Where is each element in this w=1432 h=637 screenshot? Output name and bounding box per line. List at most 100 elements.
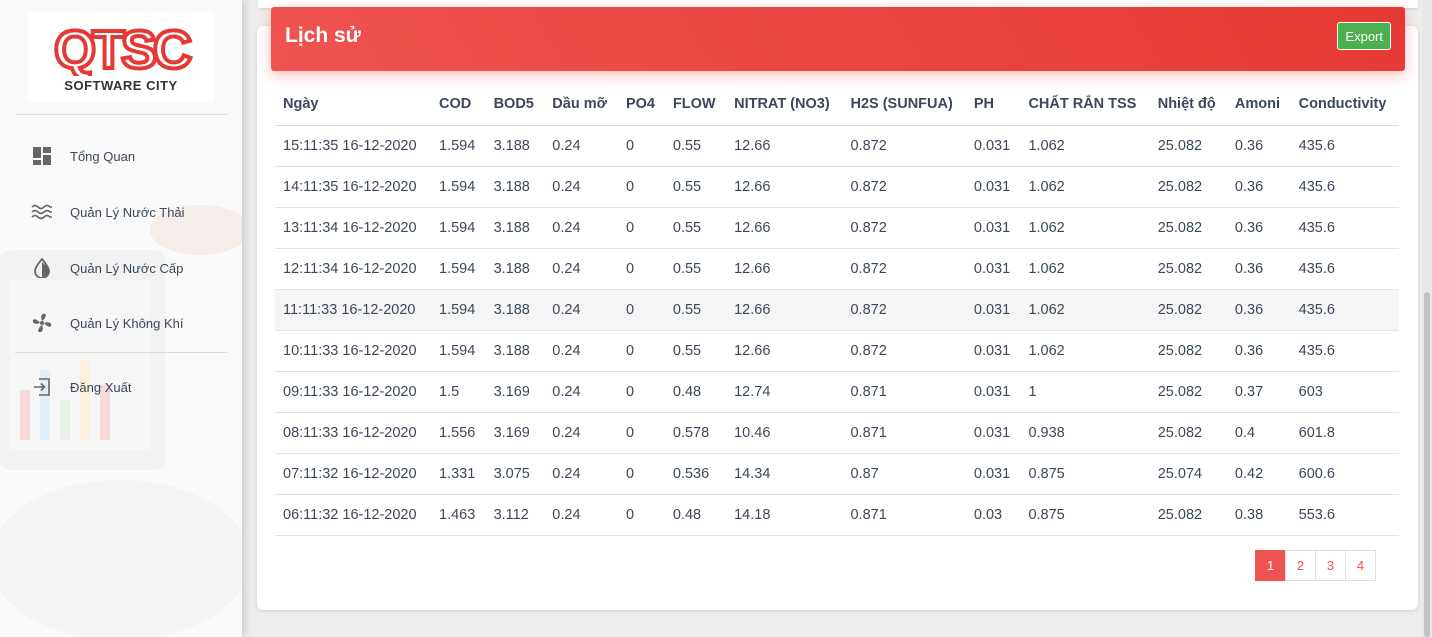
table-cell: 1.062 [1020,289,1150,331]
table-cell: 0.03 [965,494,1021,536]
previous-card-edge [258,0,1418,8]
table-cell: 0.24 [544,371,618,413]
brand-logo[interactable]: QTSC SOFTWARE CITY [28,12,214,102]
column-header: COD [431,84,486,126]
qtsc-logo-icon: QTSC [52,22,197,76]
table-cell: 3.169 [485,371,545,413]
table-cell: 3.075 [485,453,545,495]
table-cell: 0.42 [1226,453,1291,495]
table-cell: 1.594 [431,125,486,167]
table-cell: 0.031 [965,371,1021,413]
table-cell: 25.082 [1149,330,1227,372]
table-cell: 435.6 [1290,207,1399,249]
table-cell: 0 [617,248,665,290]
table-cell: 3.188 [485,248,545,290]
table-cell: 0.24 [544,289,618,331]
export-button[interactable]: Export [1337,22,1391,50]
table-cell: 25.082 [1149,248,1227,290]
column-header: FLOW [664,84,727,126]
table-cell: 0.87 [842,453,966,495]
table-cell: 0.24 [544,207,618,249]
table-cell: 0.36 [1226,166,1291,208]
table-cell: 0 [617,207,665,249]
table-cell: 435.6 [1290,330,1399,372]
table-cell: 0.36 [1226,248,1291,290]
table-cell: 12:11:34 16-12-2020 [275,248,432,290]
card-title: Lịch sử [285,24,361,47]
table-cell: 0.872 [842,248,966,290]
table-cell: 1.062 [1020,330,1150,372]
table-cell: 12.66 [726,125,843,167]
sidebar: QTSC SOFTWARE CITY Tổng Quan Quản Lý Nướ… [0,0,242,637]
table-cell: 1.062 [1020,248,1150,290]
table-cell: 0.872 [842,125,966,167]
table-cell: 10.46 [726,412,843,454]
table-cell: 1.5 [431,371,486,413]
table-cell: 0.938 [1020,412,1150,454]
table-cell: 601.8 [1290,412,1399,454]
table-cell: 0.37 [1226,371,1291,413]
sidebar-item-dang-xuat[interactable]: Đăng Xuất [22,367,222,407]
sidebar-item-label: Quản Lý Nước Thải [70,204,185,220]
sidebar-item-label: Đăng Xuất [70,379,132,395]
table-cell: 0.871 [842,494,966,536]
scrollbar-thumb[interactable] [1424,292,1430,637]
table-cell: 3.188 [485,125,545,167]
table-cell: 25.074 [1149,453,1227,495]
scrollbar[interactable] [1422,0,1432,637]
table-cell: 0.24 [544,248,618,290]
sidebar-item-quan-ly-khong-khi[interactable]: Quản Lý Không Khí [22,303,222,343]
table-cell: 0.031 [965,125,1021,167]
table-cell: 12.66 [726,289,843,331]
table-cell: 0.872 [842,166,966,208]
column-header: Amoni [1226,84,1291,126]
table-cell: 13:11:34 16-12-2020 [275,207,432,249]
table-cell: 10:11:33 16-12-2020 [275,330,432,372]
sidebar-item-label: Tổng Quan [70,148,136,164]
table-cell: 1.594 [431,289,486,331]
column-header: PH [965,84,1021,126]
table-row: 07:11:32 16-12-2020 1.331 3.075 0.24 0 0.536 1… [275,453,1399,495]
table-cell: 1.556 [431,412,486,454]
divider [15,114,227,115]
fan-icon [22,312,62,334]
table-cell: 0.24 [544,494,618,536]
page-button-3[interactable]: 3 [1315,550,1346,581]
sidebar-item-tong-quan[interactable]: Tổng Quan [22,136,222,176]
column-header: Ngày [275,84,432,126]
table-cell: 14.18 [726,494,843,536]
table-cell: 0.24 [544,125,618,167]
column-header: CHẤT RẮN TSS [1020,84,1150,126]
table-row: 10:11:33 16-12-2020 1.594 3.188 0.24 0 0.55 12… [275,330,1399,372]
table-cell: 12.66 [726,207,843,249]
table-cell: 0.871 [842,412,966,454]
table-cell: 14.34 [726,453,843,495]
table-cell: 0.24 [544,453,618,495]
table-cell: 25.082 [1149,166,1227,208]
table-body: 15:11:35 16-12-2020 1.594 3.188 0.24 0 0.55 12… [275,125,1399,536]
table-cell: 553.6 [1290,494,1399,536]
page-button-1[interactable]: 1 [1255,550,1286,581]
page-button-4[interactable]: 4 [1345,550,1376,581]
logout-icon [22,377,62,397]
table-row: 15:11:35 16-12-2020 1.594 3.188 0.24 0 0.55 12… [275,125,1399,167]
waves-icon [22,203,62,221]
table-cell: 3.188 [485,289,545,331]
column-header: H2S (SUNFUA) [842,84,966,126]
table-cell: 0.36 [1226,125,1291,167]
page-button-2[interactable]: 2 [1285,550,1316,581]
table-cell: 0.48 [664,371,727,413]
table-cell: 0.872 [842,330,966,372]
table-cell: 08:11:33 16-12-2020 [275,412,432,454]
column-header: Nhiệt độ [1149,84,1227,126]
table-cell: 0.031 [965,207,1021,249]
table-cell: 1 [1020,371,1150,413]
table-cell: 0 [617,330,665,372]
table-cell: 0 [617,371,665,413]
column-header: NITRAT (NO3) [726,84,843,126]
sidebar-item-quan-ly-nuoc-cap[interactable]: Quản Lý Nước Cấp [22,248,222,288]
sidebar-item-label: Quản Lý Nước Cấp [70,260,184,276]
table-cell: 435.6 [1290,125,1399,167]
sidebar-item-quan-ly-nuoc-thai[interactable]: Quản Lý Nước Thải [22,192,222,232]
